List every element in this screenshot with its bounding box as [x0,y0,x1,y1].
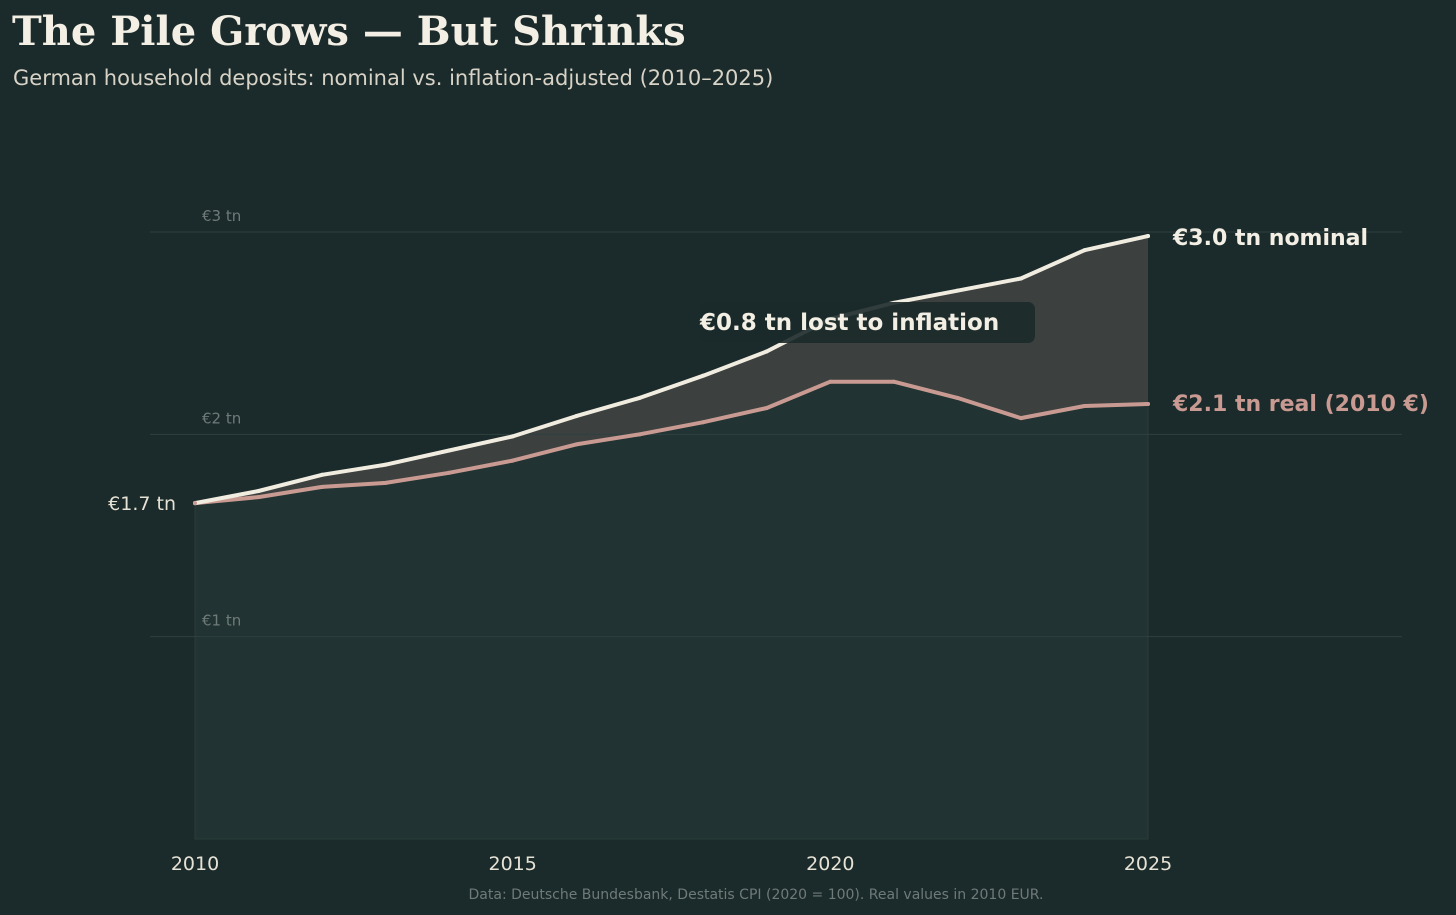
nominal-point [383,462,388,467]
nominal-point [701,373,706,378]
real-end-label: €2.1 tn real (2010 €) [1172,392,1429,417]
nominal-point [764,349,769,354]
x-tick-label: 2020 [806,853,854,875]
nominal-point [955,288,960,293]
nominal-point [1146,234,1150,239]
nominal-point [574,414,579,419]
real-point [256,495,261,500]
nominal-end-label: €3.0 tn nominal [1172,226,1368,251]
real-point [1146,401,1150,406]
nominal-series-line [193,234,1150,506]
real-area-fill [194,381,1149,840]
start-value-label: €1.7 tn [108,493,176,515]
nominal-point [510,434,515,439]
real-point [891,379,896,384]
y-gridline-label: €3 tn [202,207,241,225]
chart-subtitle: German household deposits: nominal vs. i… [13,66,773,90]
real-point [955,395,960,400]
real-point [510,458,515,463]
real-point [320,484,325,489]
real-point [701,420,706,425]
real-point [383,480,388,485]
nominal-point [320,472,325,477]
source-note: Data: Deutsche Bundesbank, Destatis CPI … [469,887,1044,903]
nominal-point [637,395,642,400]
plot-area: €1 tn €2 tn €3 tn €0.8 tn lost to inflation… [108,207,1429,875]
real-point [637,432,642,437]
y-gridline-label: €1 tn [202,612,241,630]
real-point [828,379,833,384]
x-tick-label: 2025 [1124,853,1172,875]
nominal-point [1082,248,1087,253]
annotation-lost-to-inflation: €0.8 tn lost to inflation [699,310,999,336]
nominal-point [447,448,452,453]
real-point [574,442,579,447]
chart-title: The Pile Grows — But Shrinks [12,8,686,55]
x-tick-label: 2015 [488,853,536,875]
x-tick-label: 2010 [171,853,219,875]
nominal-point [256,488,261,493]
annotation-box [700,302,1035,343]
y-gridline-label: €2 tn [202,409,241,427]
real-point [1082,404,1087,409]
real-point [1018,416,1023,421]
real-point [193,501,197,506]
real-series-line [193,379,1150,506]
real-point [764,406,769,411]
real-point [447,470,452,475]
nominal-point [1018,276,1023,281]
